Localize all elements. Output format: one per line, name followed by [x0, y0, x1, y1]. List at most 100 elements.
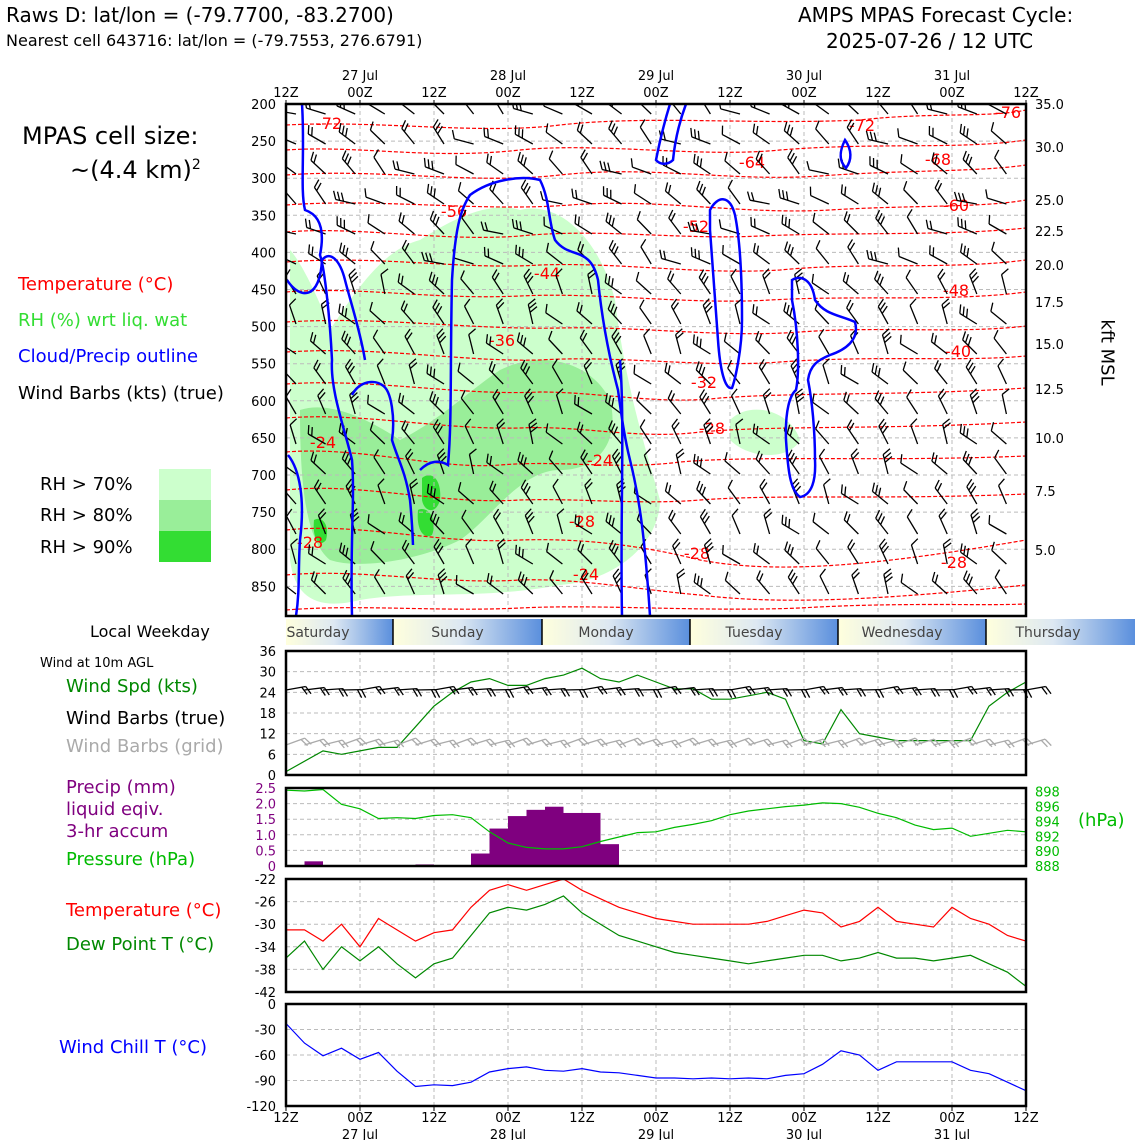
wind-barb — [426, 183, 445, 205]
cross-section-grid: 200 250 300 350 400 450 500 550 600 650 700 750 800 8… — [251, 69, 1064, 616]
wind-barb — [722, 545, 741, 565]
wind-barb — [786, 329, 800, 355]
wind-barb — [495, 298, 505, 325]
temp-tick-label: -34 — [255, 941, 276, 956]
wind-barb — [783, 302, 800, 325]
wind-barb — [551, 358, 563, 385]
wind-barb — [693, 573, 711, 595]
wind-barb — [307, 425, 326, 445]
wind-barb — [429, 510, 445, 535]
wind-barb — [348, 268, 359, 295]
temp-tick-label: -26 — [255, 896, 276, 911]
wind-barb — [545, 123, 563, 145]
wind-barb — [671, 418, 682, 445]
wind10m-grid-barb — [544, 739, 571, 749]
wind10m-grid-barb — [803, 738, 830, 748]
wind-barb — [580, 569, 593, 595]
wind-barb — [630, 158, 652, 175]
wind10m-barb — [452, 686, 478, 696]
wind-barb — [903, 180, 919, 205]
wind-barb — [990, 122, 1007, 145]
wind-barb — [605, 512, 623, 535]
wind-barb — [881, 328, 892, 355]
bottom-time-tick: 12Z — [273, 1111, 299, 1126]
wind-barb — [874, 270, 889, 295]
temperature-contour-label: -28 — [941, 553, 967, 572]
wind-barb — [604, 273, 622, 295]
temperature-contour-label: -36 — [489, 331, 515, 350]
wind-barb — [607, 300, 623, 325]
wind-barb — [460, 270, 475, 295]
wind-barb — [432, 299, 445, 325]
wind-barb — [286, 581, 297, 595]
cross-section-panel: 200 250 300 350 400 450 500 550 600 650 700 750 800 8… — [251, 69, 1064, 618]
temperature-contour — [286, 227, 1026, 238]
wind-barb — [574, 514, 593, 535]
rh-legend-90: RH > 90% — [40, 537, 133, 558]
wind-barb — [576, 421, 593, 445]
wind-barb — [752, 243, 770, 265]
wind-barb — [483, 127, 504, 145]
wind-barb — [640, 238, 652, 265]
wind-barb — [692, 334, 711, 355]
legend-temperature: Temperature (°C) — [18, 274, 174, 295]
wind-barb — [313, 179, 327, 205]
wind-barb — [542, 104, 563, 115]
precip-tick-label: 1.0 — [255, 829, 276, 844]
wind-barb — [304, 104, 326, 115]
wind-barb — [338, 123, 356, 145]
pressure-tick-label: 550 — [251, 358, 276, 373]
wind-barb — [520, 479, 534, 505]
wind-barb — [763, 508, 773, 535]
pressure-tick-label: 800 — [251, 543, 276, 558]
wind-barb — [639, 419, 652, 445]
temp-tick-label: -42 — [255, 986, 276, 1001]
cloud-outline-segment — [839, 137, 852, 170]
wind-barb — [286, 508, 297, 535]
bottom-time-tick: 00Z — [791, 1111, 817, 1126]
wind-barb — [611, 328, 623, 355]
wind10m-barb — [711, 689, 737, 698]
wind-barb — [909, 298, 919, 325]
wind-barb — [636, 391, 652, 415]
wind-barb — [432, 119, 445, 145]
wind-barb — [429, 210, 445, 235]
wind-barb — [401, 420, 415, 445]
temp-tick-label: -22 — [255, 873, 276, 888]
bottom-time-tick: 12Z — [717, 1111, 743, 1126]
wind-barb — [339, 242, 356, 265]
wind-barb — [970, 508, 981, 535]
wind-barb — [599, 160, 622, 175]
wind10m-barb — [600, 686, 626, 696]
wind10m-grid-barb — [914, 738, 941, 748]
wind-barb — [310, 451, 327, 475]
wind-barb — [436, 328, 447, 355]
precip-bar — [600, 844, 619, 866]
kft-tick-label: 15.0 — [1035, 338, 1064, 353]
wind10m-barb — [859, 689, 885, 698]
wind-barb — [871, 182, 889, 205]
wind10m-barb — [341, 689, 367, 698]
wind-barb — [963, 570, 978, 595]
wind10m-grid-barb — [359, 738, 386, 748]
wind-barb — [846, 419, 859, 445]
pressure-tick-label: 650 — [251, 432, 276, 447]
wind-barb — [724, 152, 741, 175]
temperature-contour — [286, 109, 1026, 130]
wind10m-barb — [896, 686, 922, 696]
precip-label-3: 3-hr accum — [66, 821, 169, 842]
wind-barb — [516, 332, 534, 355]
wind-barb — [549, 570, 563, 595]
precip-tick-label: 1.5 — [255, 813, 276, 828]
precip-tick-label: 0 — [268, 860, 276, 875]
wind-barb — [369, 301, 386, 325]
wind-barb — [938, 508, 948, 535]
top-time-tick: 00Z — [939, 86, 965, 101]
wind-barb — [900, 573, 918, 595]
precip-bar — [489, 828, 508, 866]
wind10m-grid-barb — [822, 739, 849, 749]
wind-barb — [545, 303, 563, 325]
wind-barb — [988, 104, 1007, 115]
wind-barb — [727, 179, 741, 205]
wind-barb — [286, 360, 297, 385]
